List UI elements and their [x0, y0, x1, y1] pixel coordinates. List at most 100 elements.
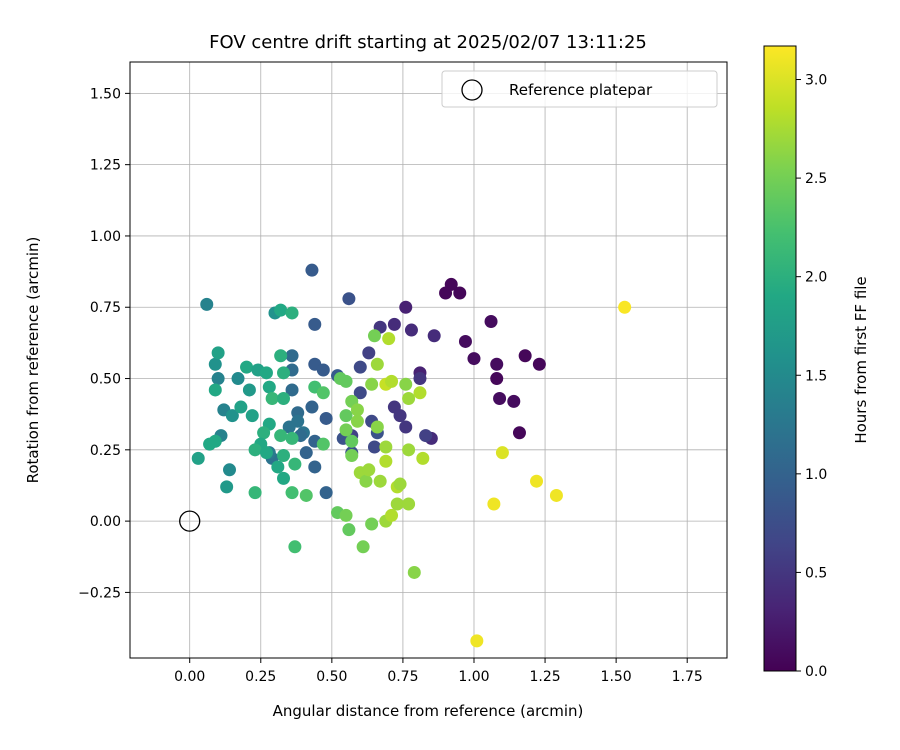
data-point [305, 263, 319, 277]
data-point [402, 443, 416, 457]
colorbar-label: Hours from first FF file [852, 276, 870, 443]
data-point [319, 486, 333, 500]
data-point [339, 374, 353, 388]
data-point [319, 411, 333, 425]
data-point [370, 420, 384, 434]
data-point [316, 363, 330, 377]
data-point [484, 315, 498, 329]
data-point [277, 366, 291, 380]
data-point [416, 451, 430, 465]
colorbar-tick-label: 1.0 [805, 467, 827, 483]
data-point [390, 497, 404, 511]
data-point [277, 391, 291, 405]
data-point [245, 409, 259, 423]
x-tick-label: 1.50 [601, 669, 632, 685]
x-axis-label: Angular distance from reference (arcmin) [273, 702, 584, 720]
data-point [379, 454, 393, 468]
y-tick-label: 1.50 [90, 86, 121, 102]
y-tick-label: −0.25 [78, 585, 121, 601]
data-point [271, 460, 285, 474]
data-point [288, 540, 302, 554]
colorbar-tick-label: 1.5 [805, 368, 827, 384]
y-tick-label: 1.25 [90, 158, 121, 174]
data-point [404, 323, 418, 337]
y-tick-label: 0.00 [90, 514, 121, 530]
data-point [285, 306, 299, 320]
data-point [316, 437, 330, 451]
colorbar-tick-label: 2.0 [805, 270, 827, 286]
data-point [382, 332, 396, 346]
data-point [399, 377, 413, 391]
data-point [365, 377, 379, 391]
data-point [353, 360, 367, 374]
data-point [490, 357, 504, 371]
legend-label: Reference platepar [509, 81, 653, 99]
data-point [385, 374, 399, 388]
colorbar-tick-label: 0.5 [805, 565, 827, 581]
data-point [285, 431, 299, 445]
data-point [191, 451, 205, 465]
data-point [339, 423, 353, 437]
data-point [259, 366, 273, 380]
data-point [220, 480, 234, 494]
data-point [487, 497, 501, 511]
chart-title: FOV centre drift starting at 2025/02/07 … [209, 32, 647, 53]
data-point [299, 488, 313, 502]
data-point [274, 303, 288, 317]
x-tick-label: 0.00 [174, 669, 205, 685]
x-tick-label: 1.00 [458, 669, 489, 685]
y-tick-label: 0.25 [90, 443, 121, 459]
data-point [493, 391, 507, 405]
y-tick-label: 0.50 [90, 372, 121, 388]
data-point [365, 517, 379, 531]
data-point [359, 474, 373, 488]
plot-frame [129, 61, 728, 659]
data-point [345, 449, 359, 463]
x-tick-label: 1.75 [672, 669, 703, 685]
y-tick-label: 1.00 [90, 229, 121, 245]
data-point [399, 300, 413, 314]
data-point [234, 400, 248, 414]
data-point [200, 297, 214, 311]
data-point [402, 391, 416, 405]
data-point [342, 523, 356, 537]
data-point [248, 443, 262, 457]
data-point [373, 474, 387, 488]
data-point [367, 329, 381, 343]
data-point [342, 292, 356, 306]
data-point [407, 565, 421, 579]
data-point [223, 463, 236, 477]
data-point [308, 460, 322, 474]
colorbar-tick-label: 0.0 [805, 664, 827, 680]
data-point [277, 471, 291, 485]
data-point [439, 286, 453, 300]
reference-platepar-marker [179, 510, 201, 532]
x-tick-label: 0.75 [387, 669, 418, 685]
data-point [512, 426, 526, 440]
data-point [490, 372, 504, 386]
x-tick-label: 1.25 [529, 669, 560, 685]
data-point [285, 486, 299, 500]
data-point [211, 346, 225, 360]
data-point [362, 463, 376, 477]
data-point [495, 446, 509, 460]
data-point [385, 508, 399, 522]
data-point [413, 386, 427, 400]
data-point [211, 372, 225, 386]
data-point [316, 386, 330, 400]
data-point [288, 457, 302, 471]
data-points [191, 263, 632, 648]
colorbar-gradient [763, 45, 797, 672]
legend-box [441, 70, 718, 108]
data-point [393, 477, 407, 491]
data-point [240, 360, 254, 374]
data-point [308, 317, 322, 331]
data-point [387, 317, 401, 331]
data-point [549, 488, 563, 502]
data-point [530, 474, 544, 488]
data-point [518, 349, 532, 363]
data-point [350, 403, 364, 417]
colorbar: 0.0 0.5 1.0 1.5 2.0 2.5 3.0 Hours from first F… [763, 45, 870, 680]
data-point [356, 540, 370, 554]
